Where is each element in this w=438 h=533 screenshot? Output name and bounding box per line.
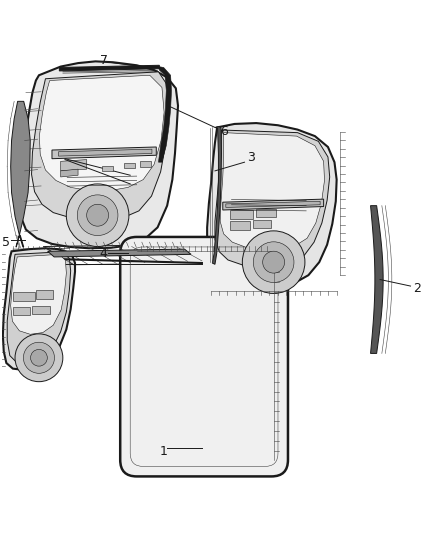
Circle shape (77, 195, 118, 236)
Polygon shape (13, 308, 30, 315)
Polygon shape (11, 101, 30, 247)
Polygon shape (159, 67, 172, 162)
Polygon shape (13, 292, 35, 301)
Text: 3: 3 (247, 151, 254, 164)
Polygon shape (36, 290, 53, 299)
Polygon shape (7, 252, 71, 364)
Polygon shape (102, 166, 113, 171)
Polygon shape (48, 249, 191, 257)
Polygon shape (256, 209, 276, 216)
Polygon shape (18, 61, 178, 248)
Polygon shape (60, 65, 159, 71)
Polygon shape (212, 126, 222, 264)
Circle shape (23, 342, 54, 373)
Polygon shape (371, 206, 383, 353)
Circle shape (31, 350, 47, 366)
Polygon shape (124, 163, 134, 168)
Circle shape (263, 251, 285, 273)
Polygon shape (59, 149, 152, 156)
Circle shape (253, 242, 294, 282)
Polygon shape (223, 199, 324, 210)
Polygon shape (32, 72, 170, 220)
Polygon shape (11, 254, 66, 334)
Text: 7: 7 (100, 53, 108, 67)
Polygon shape (207, 123, 337, 287)
Text: 6: 6 (220, 125, 228, 138)
Polygon shape (215, 130, 330, 266)
Circle shape (15, 334, 63, 382)
Circle shape (87, 204, 109, 226)
Polygon shape (220, 133, 325, 249)
Circle shape (242, 231, 305, 294)
Polygon shape (61, 169, 78, 177)
Text: 1: 1 (160, 445, 168, 458)
Polygon shape (230, 210, 253, 219)
Text: 2: 2 (413, 282, 421, 295)
Polygon shape (61, 159, 87, 171)
Text: 5: 5 (2, 236, 11, 249)
Circle shape (66, 184, 129, 246)
FancyBboxPatch shape (120, 237, 288, 477)
Polygon shape (52, 147, 156, 159)
Polygon shape (140, 161, 151, 166)
Text: 4: 4 (99, 247, 107, 260)
Polygon shape (39, 75, 164, 190)
Polygon shape (253, 221, 271, 228)
Polygon shape (226, 201, 320, 207)
Polygon shape (32, 306, 50, 314)
Polygon shape (3, 248, 75, 370)
Polygon shape (230, 221, 250, 230)
